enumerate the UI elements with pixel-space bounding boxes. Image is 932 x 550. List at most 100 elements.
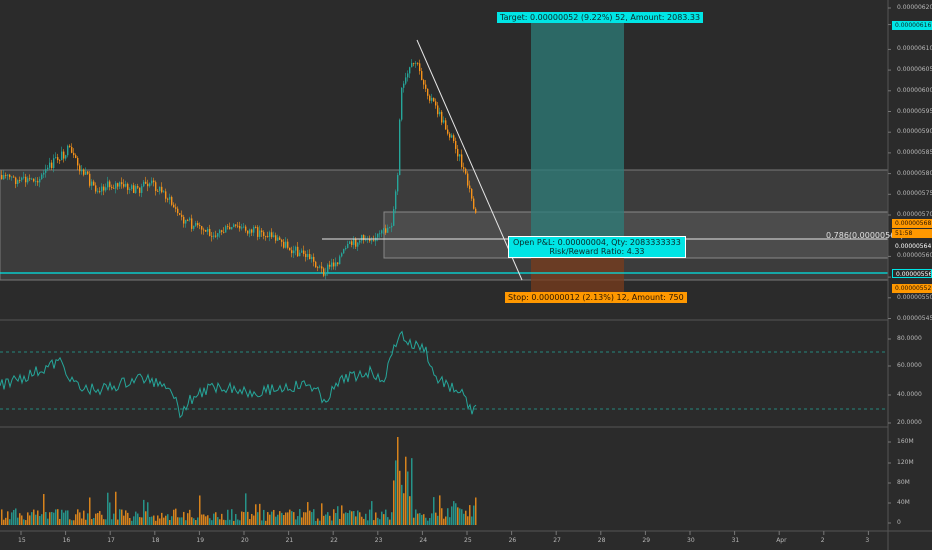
candle-body	[403, 83, 405, 88]
candle-body	[167, 198, 169, 200]
volume-bar	[145, 511, 147, 525]
candle-body	[381, 230, 383, 234]
time-tick-label: 22	[330, 537, 338, 544]
volume-bar	[469, 505, 471, 525]
candle-body	[241, 227, 243, 229]
time-tick-label: 30	[687, 537, 695, 544]
time-tick-label: 24	[419, 537, 428, 544]
volume-bar	[103, 519, 105, 525]
candle-body	[293, 250, 295, 254]
candle-body	[121, 182, 123, 185]
volume-bar	[25, 520, 27, 525]
volume-bar	[295, 519, 297, 525]
volume-bar	[475, 497, 477, 525]
candle-body	[91, 181, 93, 186]
volume-bar	[267, 512, 269, 525]
candle-body	[319, 266, 321, 268]
time-tick-label: 29	[642, 537, 651, 544]
time-tick-label: 17	[107, 537, 115, 544]
candle-body	[133, 185, 135, 193]
volume-bar	[415, 509, 417, 525]
candle-body	[69, 145, 71, 147]
drawing-zones[interactable]	[0, 22, 889, 298]
candle-body	[103, 186, 105, 191]
volume-bar	[315, 520, 317, 525]
candle-body	[113, 187, 115, 189]
volume-bar	[107, 492, 109, 525]
volume-bar	[93, 518, 95, 525]
volume-bar	[345, 512, 347, 525]
candle-body	[325, 272, 327, 276]
candle-body	[441, 111, 443, 123]
candle-body	[227, 226, 229, 228]
candle-body	[267, 236, 269, 237]
candle-body	[447, 129, 449, 134]
candlestick-series	[1, 59, 477, 280]
volume-bar	[113, 513, 115, 525]
candle-body	[265, 235, 267, 237]
time-tick-label: 21	[285, 537, 294, 544]
stop-price-tag: 0.00000552	[892, 284, 932, 293]
entry-price-tag: 0.00000556	[892, 269, 932, 278]
price-tick-label: 0.00000545	[897, 314, 932, 322]
candle-body	[61, 151, 63, 161]
volume-bar	[85, 519, 87, 525]
candle-body	[183, 216, 185, 224]
volume-bar	[13, 509, 15, 525]
volume-bar	[397, 437, 399, 525]
candle-body	[211, 235, 213, 237]
volume-bar	[195, 520, 197, 525]
candle-body	[295, 246, 297, 251]
candle-body	[23, 176, 25, 178]
time-tick-label: 15	[18, 537, 26, 544]
candle-body	[161, 186, 163, 193]
candle-body	[57, 157, 59, 161]
candle-body	[469, 185, 471, 189]
volume-bar	[215, 512, 217, 525]
candle-body	[193, 225, 195, 229]
candle-body	[139, 187, 141, 193]
volume-bar	[281, 512, 283, 525]
target-label[interactable]: Target: 0.00000052 (9.22%) 52, Amount: 2…	[497, 12, 704, 23]
pnl-label[interactable]: Open P&L: 0.00000004, Qty: 2083333333 Ri…	[508, 236, 686, 258]
candle-body	[369, 238, 371, 242]
candle-body	[51, 162, 53, 169]
candle-body	[253, 227, 255, 233]
volume-bar	[97, 513, 99, 525]
candle-body	[195, 223, 197, 226]
candle-body	[129, 188, 131, 190]
candle-body	[155, 182, 157, 191]
candle-body	[387, 227, 389, 233]
candle-body	[1, 175, 3, 180]
candle-body	[127, 183, 129, 190]
candle-body	[111, 186, 113, 188]
candle-body	[329, 264, 331, 267]
volume-bar	[279, 511, 281, 525]
candle-body	[185, 219, 187, 224]
volume-bar	[277, 514, 279, 525]
volume-bar	[257, 512, 259, 525]
volume-bar	[69, 519, 71, 525]
volume-bar	[225, 520, 227, 525]
time-tick-label: 18	[151, 537, 160, 544]
volume-bar	[233, 520, 235, 525]
volume-bar	[131, 520, 133, 525]
volume-bar	[55, 509, 57, 525]
volume-bar	[169, 520, 171, 525]
candle-body	[401, 87, 403, 120]
rsi-indicator	[0, 330, 888, 419]
volume-tick-label: 0	[897, 519, 901, 526]
volume-bar	[251, 513, 253, 525]
time-tick-label: 19	[196, 537, 205, 544]
volume-bar	[133, 516, 135, 525]
volume-bar	[307, 502, 309, 525]
volume-bar	[261, 520, 263, 525]
volume-bar	[297, 516, 299, 525]
stop-label[interactable]: Stop: 0.00000012 (2.13%) 12, Amount: 750	[505, 292, 687, 303]
candle-body	[13, 176, 15, 178]
volume-bar	[309, 510, 311, 525]
candle-body	[141, 186, 143, 193]
volume-bar	[411, 458, 413, 525]
price-tick-label: 0.00000550	[897, 293, 932, 301]
